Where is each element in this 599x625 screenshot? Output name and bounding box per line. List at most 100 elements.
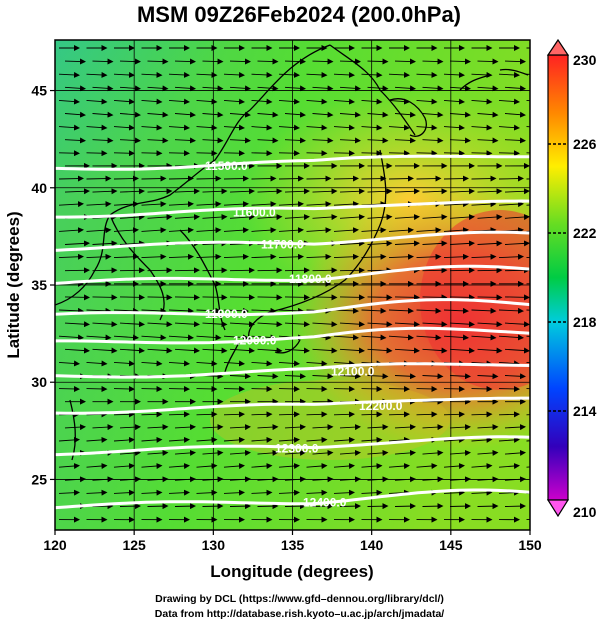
wind-arrow bbox=[449, 476, 471, 483]
wind-arrow bbox=[367, 214, 393, 221]
wind-arrow bbox=[92, 294, 118, 301]
wind-arrow bbox=[229, 188, 255, 195]
contour-line bbox=[55, 326, 530, 345]
wind-arrow bbox=[196, 463, 218, 470]
wind-arrow bbox=[119, 111, 141, 118]
wind-arrow bbox=[368, 533, 388, 534]
wind-arrow bbox=[251, 436, 273, 443]
wind-arrow bbox=[443, 411, 465, 418]
credit-drawing: Drawing by DCL (https://www.gfd–dennou.o… bbox=[155, 593, 444, 605]
wind-arrow bbox=[471, 334, 497, 341]
wind-arrow bbox=[388, 98, 410, 105]
wind-arrow bbox=[504, 85, 526, 92]
wind-arrow bbox=[196, 124, 218, 131]
wind-arrow bbox=[449, 214, 475, 221]
wind-arrow bbox=[284, 214, 310, 221]
wind-arrow bbox=[257, 449, 279, 456]
wind-arrow bbox=[278, 98, 300, 105]
wind-arrow bbox=[361, 175, 387, 182]
wind-arrow bbox=[257, 58, 279, 65]
wind-arrow bbox=[251, 411, 273, 418]
wind-arrow bbox=[471, 98, 493, 105]
contour-line bbox=[55, 362, 530, 379]
colorbar-tick-label: 218 bbox=[573, 314, 597, 330]
wind-arrow bbox=[333, 98, 355, 105]
wind-arrow bbox=[257, 294, 283, 301]
wind-arrow bbox=[168, 124, 190, 131]
wind-arrow bbox=[174, 476, 196, 483]
wind-arrow bbox=[312, 58, 334, 65]
wind-arrow bbox=[498, 201, 524, 208]
wind-arrow bbox=[202, 214, 228, 221]
wind-arrow bbox=[443, 150, 465, 157]
wind-arrow bbox=[394, 111, 416, 118]
wind-arrow bbox=[229, 424, 251, 431]
contour-label: 11800.0 bbox=[289, 272, 332, 286]
wind-arrow bbox=[119, 58, 141, 65]
wind-arrow bbox=[367, 321, 393, 328]
wind-arrow bbox=[196, 175, 222, 182]
wind-arrow bbox=[284, 373, 306, 380]
wind-arrow bbox=[64, 476, 86, 483]
wind-arrow bbox=[196, 436, 218, 443]
wind-arrow bbox=[416, 253, 442, 260]
wind-arrow bbox=[394, 137, 416, 144]
wind-arrow bbox=[498, 175, 524, 182]
wind-arrow bbox=[443, 436, 465, 443]
wind-arrow bbox=[58, 360, 80, 367]
height-contours: 11500.0 11600.0 11700.0 11800.0 11900.0 12000… bbox=[55, 154, 530, 509]
wind-arrow bbox=[202, 347, 228, 354]
wind-arrow bbox=[223, 253, 249, 260]
wind-arrow bbox=[284, 449, 306, 456]
wind-arrow bbox=[147, 214, 173, 221]
colorbar-bar bbox=[547, 54, 569, 501]
wind-arrow bbox=[229, 373, 251, 380]
contour-line bbox=[55, 154, 530, 171]
wind-arrow bbox=[196, 98, 218, 105]
wind-arrow bbox=[147, 267, 173, 274]
x-tick-label: 145 bbox=[439, 537, 463, 553]
wind-arrow bbox=[443, 175, 469, 182]
wind-arrow bbox=[168, 360, 190, 367]
wind-arrow bbox=[202, 137, 224, 144]
wind-arrow bbox=[416, 334, 442, 341]
wind-arrow bbox=[58, 489, 80, 496]
wind-arrow bbox=[58, 98, 80, 105]
wind-arrow bbox=[339, 137, 361, 144]
wind-arrow bbox=[388, 227, 414, 234]
wind-arrow bbox=[477, 373, 499, 380]
wind-arrow bbox=[147, 85, 169, 92]
wind-arrow bbox=[174, 188, 200, 195]
wind-arrow bbox=[92, 188, 118, 195]
wind-arrow bbox=[284, 58, 306, 65]
wind-arrow bbox=[367, 476, 389, 483]
wind-arrow bbox=[394, 240, 420, 247]
wind-arrow bbox=[119, 267, 145, 274]
wind-arrow bbox=[504, 373, 526, 380]
wind-arrow bbox=[339, 424, 361, 431]
wind-arrow bbox=[367, 373, 389, 380]
wind-arrow bbox=[306, 489, 328, 496]
wind-arrow bbox=[119, 188, 145, 195]
wind-arrow bbox=[449, 240, 475, 247]
wind-arrow bbox=[257, 373, 279, 380]
wind-arrow bbox=[147, 111, 169, 118]
wind-arrow bbox=[223, 150, 245, 157]
wind-arrow bbox=[498, 307, 524, 314]
wind-arrow bbox=[86, 436, 108, 443]
wind-arrow bbox=[388, 71, 410, 78]
wind-arrow bbox=[449, 373, 471, 380]
wind-arrow bbox=[113, 98, 135, 105]
wind-arrow bbox=[141, 98, 163, 105]
wind-arrow bbox=[449, 424, 471, 431]
wind-arrow bbox=[58, 385, 80, 392]
wind-arrow bbox=[312, 424, 334, 431]
wind-arrow bbox=[168, 71, 190, 78]
wind-arrow bbox=[416, 98, 438, 105]
wind-arrow bbox=[394, 85, 416, 92]
wind-arrow bbox=[196, 201, 222, 208]
wind-arrow bbox=[141, 124, 163, 131]
wind-arrow bbox=[141, 360, 163, 367]
wind-arrow bbox=[119, 85, 141, 92]
wind-arrow bbox=[202, 476, 224, 483]
